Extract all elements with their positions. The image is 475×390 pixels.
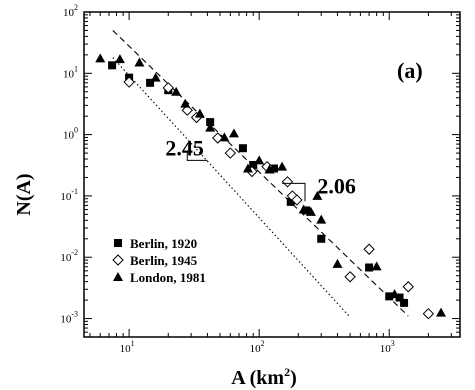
data-points-layer [95, 53, 446, 320]
data-point-series-2 [312, 190, 323, 200]
data-point-series-1 [281, 176, 294, 188]
data-point-series-0 [365, 263, 374, 272]
fit-lines-layer [112, 30, 409, 318]
data-point-series-0 [400, 298, 409, 307]
data-point-series-2 [298, 204, 309, 214]
data-point-series-2 [264, 164, 275, 174]
legend-marker-0 [114, 239, 122, 247]
data-point-series-2 [316, 214, 327, 224]
data-point-series-2 [277, 161, 288, 171]
data-point-series-2 [371, 261, 382, 271]
data-point-series-2 [114, 54, 125, 64]
data-point-series-2 [150, 72, 161, 82]
data-point-series-0 [286, 197, 295, 206]
y-axis-title: N(A) [13, 173, 35, 215]
data-point-series-0 [206, 118, 215, 127]
data-point-series-1 [224, 147, 237, 159]
plot-frame [83, 11, 461, 338]
data-point-series-0 [249, 160, 258, 169]
data-point-series-1 [402, 281, 414, 293]
y-tick-label: 100 [63, 126, 78, 142]
data-point-series-0 [146, 78, 155, 87]
dotted-fit-line [112, 57, 351, 318]
legend-label: London, 1981 [130, 270, 206, 285]
data-point-series-0 [385, 292, 394, 301]
x-tick-label: 101 [120, 339, 135, 355]
data-point-series-1 [422, 307, 435, 320]
y-tick-label: 102 [63, 3, 78, 19]
x-axis-title: A (km2) [231, 365, 296, 389]
data-point-series-2 [242, 163, 253, 173]
y-tick-label: 10-2 [60, 248, 78, 264]
slope-marker [282, 182, 306, 202]
data-point-series-2 [332, 258, 343, 268]
data-point-series-2 [180, 98, 191, 108]
data-point-series-2 [254, 155, 265, 165]
x-tick-label: 102 [250, 339, 265, 355]
data-point-series-1 [162, 82, 174, 94]
y-tick-label: 101 [63, 64, 78, 80]
slope-label: 2.06 [317, 173, 356, 198]
data-point-series-2 [194, 108, 205, 118]
annotations-layer: 2.45 2.06 [165, 135, 356, 202]
slope-label: 2.45 [165, 135, 204, 160]
data-point-series-2 [435, 307, 446, 317]
y-tick-label: 10-3 [60, 310, 78, 326]
legend-label: Berlin, 1945 [130, 253, 198, 268]
data-point-series-1 [123, 76, 135, 88]
data-point-series-1 [181, 104, 193, 116]
axes-layer: 101 102 103 10-3 10-2 10-1 100 101 102 A (km2) N(A… [13, 3, 461, 389]
data-point-series-0 [395, 293, 404, 302]
data-point-series-2 [389, 289, 400, 299]
data-point-series-2 [228, 128, 239, 138]
dashed-fit-line [112, 30, 409, 317]
data-point-series-2 [205, 122, 216, 132]
data-point-series-0 [108, 61, 117, 70]
data-point-series-2 [171, 86, 182, 96]
data-point-series-0 [238, 144, 247, 153]
x-tick-label: 103 [380, 339, 395, 355]
legend-marker-1 [112, 254, 124, 266]
data-point-series-2 [134, 57, 145, 67]
data-point-series-2 [305, 206, 316, 216]
legend: Berlin, 1920 Berlin, 1945 London, 1981 [112, 236, 206, 285]
slope-marker [186, 150, 208, 161]
data-point-series-1 [344, 271, 356, 283]
y-tick-label: 10-1 [60, 187, 78, 203]
legend-label: Berlin, 1920 [130, 236, 197, 251]
panel-label: (a) [397, 58, 423, 83]
data-point-series-1 [291, 194, 303, 206]
data-point-series-2 [219, 132, 230, 142]
legend-marker-2 [113, 272, 123, 281]
data-point-series-2 [95, 53, 106, 63]
data-point-series-0 [317, 234, 326, 243]
data-point-series-1 [363, 243, 375, 255]
data-point-series-0 [269, 164, 278, 173]
